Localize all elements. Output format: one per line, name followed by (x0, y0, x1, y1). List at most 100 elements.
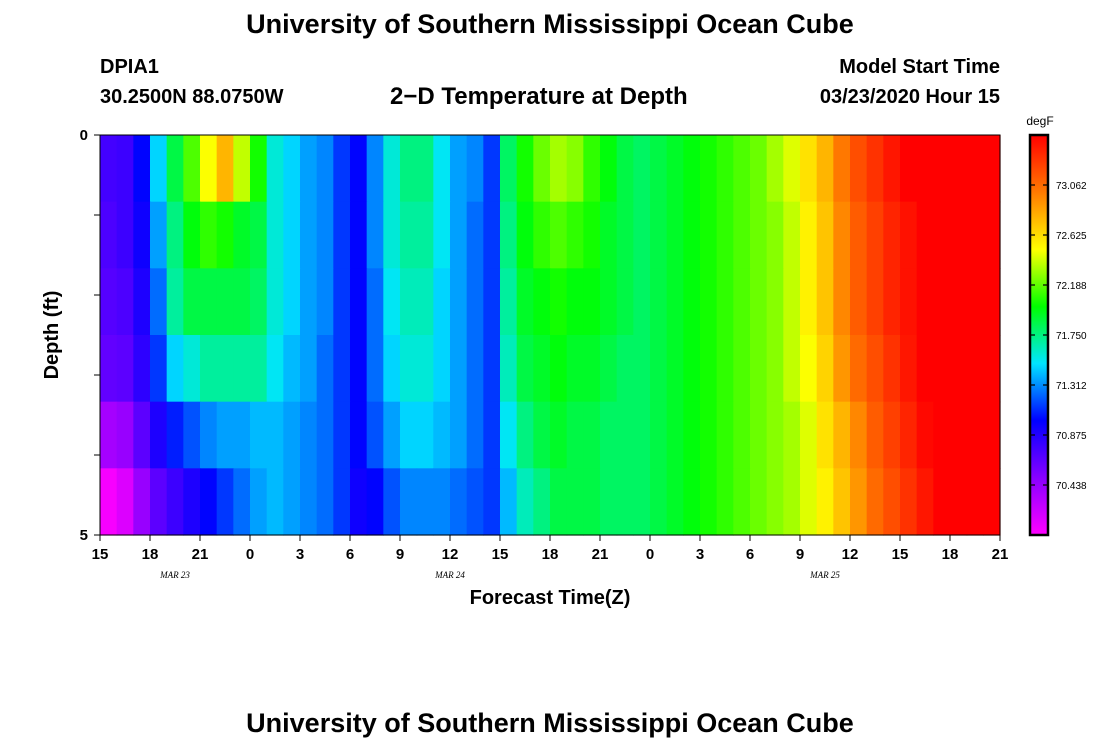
heatmap-cell (166, 268, 184, 336)
heatmap-cell (133, 468, 151, 536)
heatmap-cell (200, 268, 218, 336)
heatmap-cell (233, 468, 251, 536)
heatmap-cell (266, 401, 284, 469)
heatmap-cell (833, 201, 851, 269)
heatmap-cell (550, 468, 568, 536)
heatmap-cell (616, 335, 634, 403)
heatmap-cell (950, 335, 968, 403)
heatmap-cell (333, 268, 351, 336)
heatmap-cell (666, 335, 684, 403)
heatmap-cell (200, 135, 218, 203)
heatmap-cell (566, 468, 584, 536)
heatmap-cell (733, 335, 751, 403)
x-tick-label: 0 (646, 546, 654, 563)
colorbar-label: 70.875 (1056, 431, 1087, 442)
heatmap-cell (416, 268, 434, 336)
plot-title: 2−D Temperature at Depth (390, 83, 688, 110)
heatmap-cell (250, 201, 268, 269)
heatmap-cell (516, 335, 534, 403)
heatmap-cell (983, 401, 1001, 469)
x-tick-label: 21 (992, 546, 1009, 563)
heatmap-cell (333, 401, 351, 469)
colorbar-unit: degF (1026, 114, 1053, 128)
heatmap-cell (516, 401, 534, 469)
date-label: MAR 23 (159, 570, 190, 580)
heatmap-cell (333, 135, 351, 203)
heatmap-cell (233, 135, 251, 203)
station-coordinates: 30.2500N 88.0750W (100, 86, 284, 108)
heatmap-cell (800, 468, 818, 536)
heatmap-cell (716, 268, 734, 336)
heatmap-cell (933, 468, 951, 536)
heatmap-cell (566, 401, 584, 469)
x-tick-label: 12 (442, 546, 459, 563)
heatmap-cell (350, 335, 368, 403)
heatmap-cell (800, 335, 818, 403)
heatmap-cell (750, 268, 768, 336)
station-id: DPIA1 (100, 56, 159, 78)
heatmap-cell (716, 201, 734, 269)
heatmap-cell (716, 401, 734, 469)
heatmap-cell (333, 468, 351, 536)
heatmap-cell (666, 468, 684, 536)
heatmap-cell (466, 335, 484, 403)
heatmap-cell (100, 335, 118, 403)
heatmap-cell (583, 335, 601, 403)
heatmap-cell (400, 268, 418, 336)
heatmap-cell (316, 335, 334, 403)
heatmap-cell (933, 335, 951, 403)
heatmap-cell (116, 335, 134, 403)
heatmap-cell (300, 401, 318, 469)
heatmap-cell (433, 335, 451, 403)
heatmap-cell (216, 135, 234, 203)
heatmap-cell (133, 135, 151, 203)
heatmap-cell (700, 468, 718, 536)
heatmap-cell (866, 135, 884, 203)
heatmap-cell (366, 468, 384, 536)
heatmap-cell (550, 401, 568, 469)
heatmap-cell (816, 201, 834, 269)
heatmap-cell (900, 468, 918, 536)
heatmap-cell (850, 401, 868, 469)
heatmap-cell (100, 201, 118, 269)
heatmap-cell (766, 201, 784, 269)
heatmap-cell (433, 268, 451, 336)
heatmap-cell (516, 135, 534, 203)
y-tick-label: 5 (80, 527, 88, 544)
heatmap-cell (433, 135, 451, 203)
heatmap-cell (566, 201, 584, 269)
heatmap-cell (733, 201, 751, 269)
heatmap-cell (650, 201, 668, 269)
heatmap-cell (600, 268, 618, 336)
heatmap-cell (666, 401, 684, 469)
heatmap-cell (566, 335, 584, 403)
heatmap-cell (850, 268, 868, 336)
heatmap-cell (250, 135, 268, 203)
heatmap-cell (216, 268, 234, 336)
x-tick-label: 15 (92, 546, 109, 563)
heatmap-cell (550, 268, 568, 336)
heatmap-cell (466, 401, 484, 469)
heatmap-cell (883, 268, 901, 336)
heatmap-cell (666, 201, 684, 269)
x-tick-label: 18 (142, 546, 159, 563)
heatmap-cell (816, 135, 834, 203)
heatmap-cell (333, 335, 351, 403)
heatmap-cell (583, 135, 601, 203)
heatmap-cell (350, 468, 368, 536)
heatmap-cell (516, 268, 534, 336)
heatmap-cell (200, 201, 218, 269)
colorbar-label: 70.438 (1056, 481, 1087, 492)
heatmap-cell (916, 135, 934, 203)
heatmap-cell (766, 268, 784, 336)
heatmap-cell (216, 201, 234, 269)
heatmap-cell (966, 201, 984, 269)
x-tick-label: 9 (796, 546, 804, 563)
heatmap-cell (766, 335, 784, 403)
x-tick-label: 15 (892, 546, 909, 563)
heatmap-cell (350, 268, 368, 336)
heatmap-cell (616, 468, 634, 536)
heatmap-cell (166, 401, 184, 469)
colorbar-label: 72.188 (1056, 281, 1087, 292)
